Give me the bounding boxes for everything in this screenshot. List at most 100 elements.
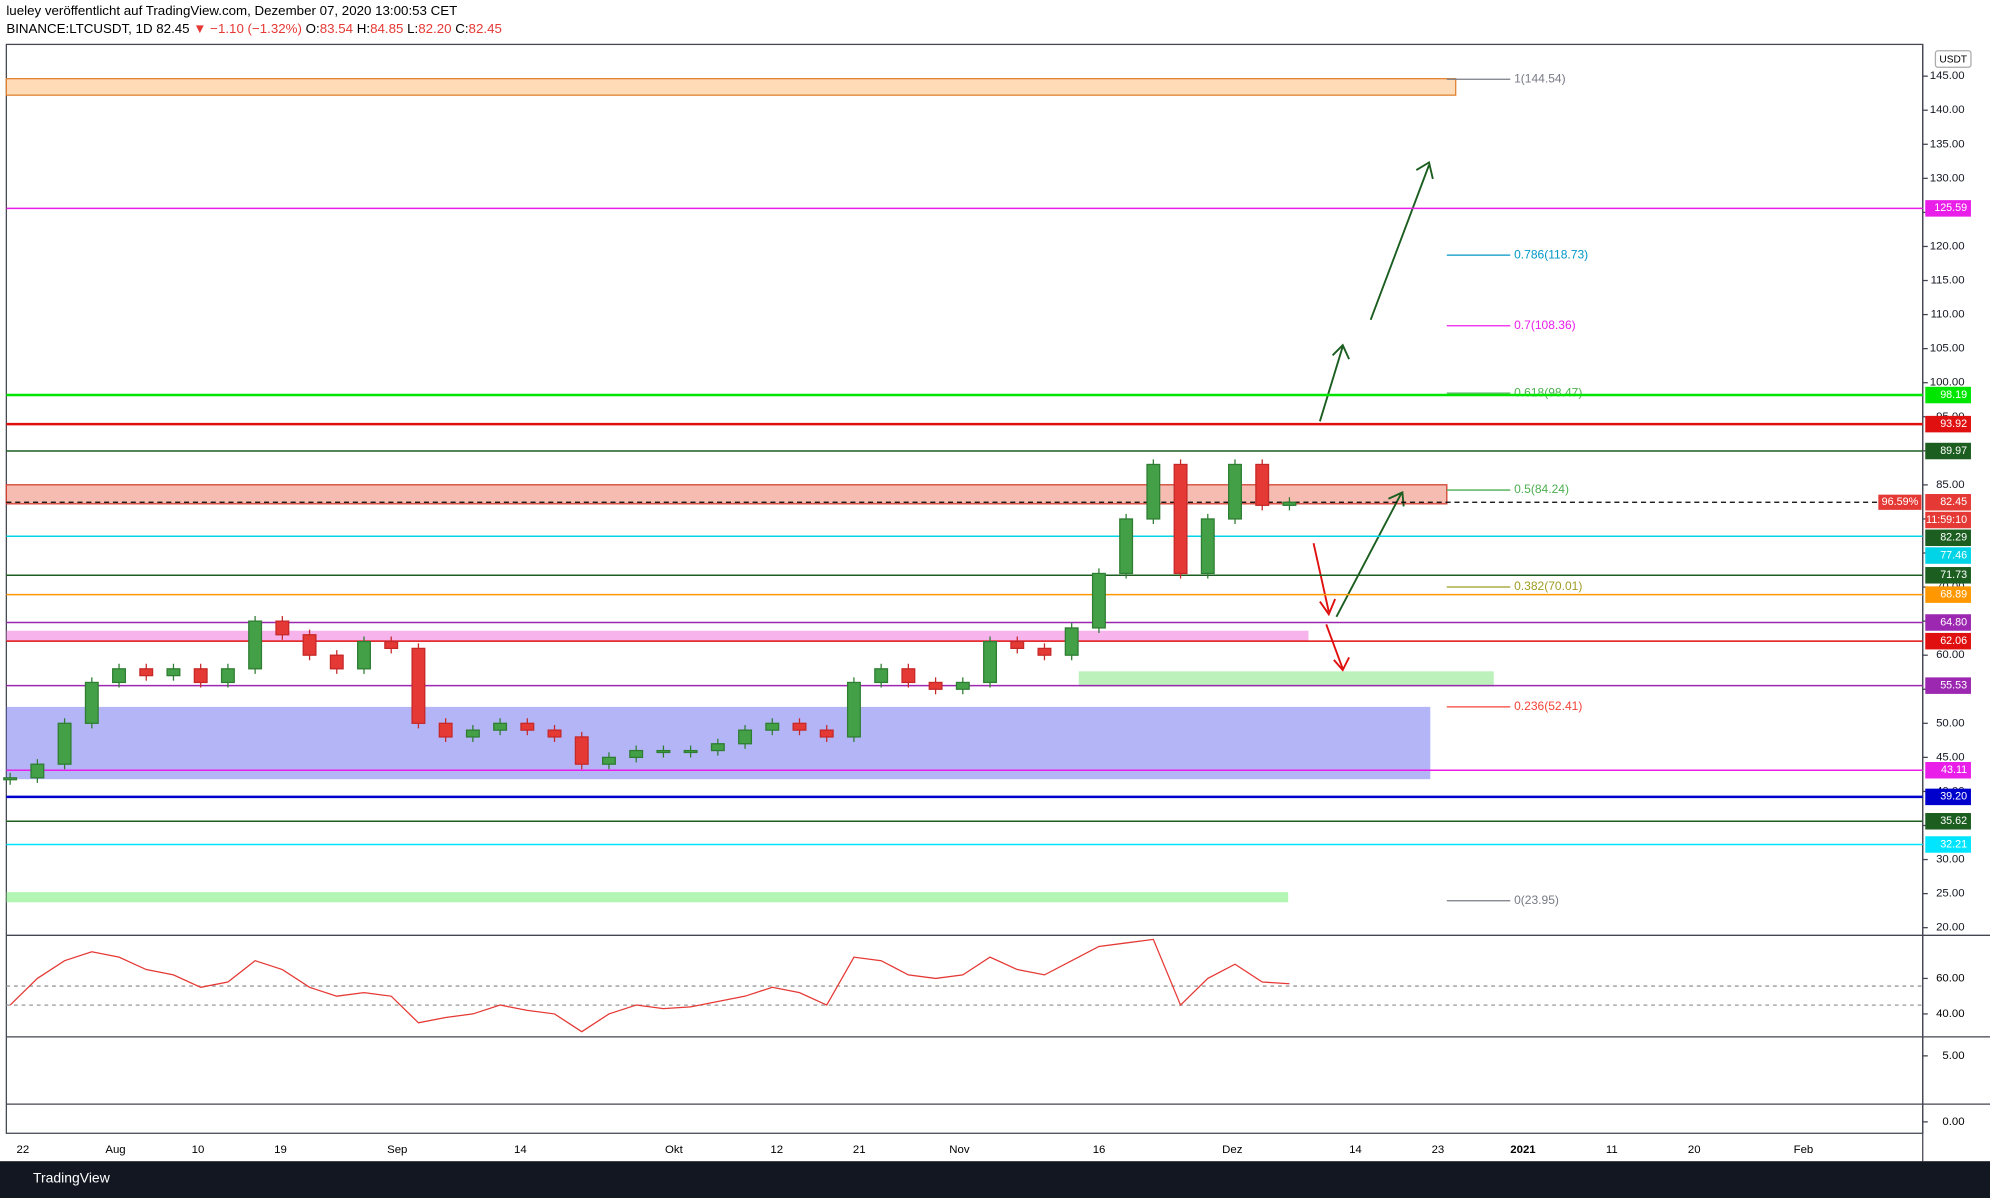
level-tag: 35.62 xyxy=(1940,815,1967,827)
currency-tag xyxy=(1934,50,1972,68)
level-tag: 11:59:10 xyxy=(1926,514,1967,526)
candle xyxy=(465,729,480,738)
candle xyxy=(384,640,399,650)
ohlc-o-key: O: xyxy=(306,21,320,36)
candle xyxy=(438,722,453,738)
level-tag-bg xyxy=(1925,529,1971,547)
y-tick-label: 45.00 xyxy=(1936,751,1965,763)
level-tag-bg xyxy=(1925,586,1971,603)
candle xyxy=(846,681,861,738)
level-tag-bg xyxy=(1925,614,1971,631)
x-tick-label: Aug xyxy=(105,1144,125,1156)
candle xyxy=(819,729,834,738)
symbol: BINANCE:LTCUSDT, 1D xyxy=(6,21,152,36)
level-tag: 71.73 xyxy=(1940,569,1967,581)
level-tag: 39.20 xyxy=(1940,791,1967,803)
level-tag-bg xyxy=(1925,836,1971,853)
candle xyxy=(629,749,644,759)
level-tag-bg xyxy=(1925,567,1971,584)
level-tag-bg xyxy=(1925,386,1971,404)
level-tag-bg xyxy=(1925,788,1971,806)
fib-label: 0.5(84.24) xyxy=(1514,482,1569,496)
candle xyxy=(3,777,18,781)
rsi-tick-label: 40.00 xyxy=(1936,1008,1965,1020)
candle xyxy=(329,654,344,670)
candle xyxy=(1037,647,1052,656)
candle xyxy=(1228,463,1242,520)
candle xyxy=(792,722,807,731)
fib-label: 0.786(118.73) xyxy=(1514,247,1588,261)
level-tag-bg xyxy=(1925,511,1971,529)
candle xyxy=(1119,518,1134,575)
ohlc-h-key: H: xyxy=(357,21,370,36)
candle xyxy=(193,668,208,684)
level-tag-bg xyxy=(1925,442,1971,460)
candle xyxy=(574,736,589,765)
candle xyxy=(710,743,725,752)
y-tick-label: 130.00 xyxy=(1930,172,1965,184)
level-tag-bg xyxy=(1925,632,1971,650)
level-tag-bg xyxy=(1925,761,1971,779)
percent-tag-bg xyxy=(1878,494,1922,510)
level-tag: 98.19 xyxy=(1940,389,1967,401)
y-tick-label: 120.00 xyxy=(1930,240,1965,252)
candle xyxy=(1173,463,1188,575)
candle xyxy=(57,722,72,765)
candle xyxy=(520,722,535,731)
fib-label: 0(23.95) xyxy=(1514,893,1559,907)
symbol-line: BINANCE:LTCUSDT, 1D 82.45 ▼ −1.10 (−1.32… xyxy=(6,21,502,36)
x-tick-label: 11 xyxy=(1606,1144,1618,1156)
ohlc-c-key: C: xyxy=(455,21,468,36)
author-line: lueley veröffentlicht auf TradingView.co… xyxy=(6,3,457,18)
level-tag: 55.53 xyxy=(1940,679,1967,691)
y-tick-label: 105.00 xyxy=(1930,343,1965,355)
level-tag: 68.89 xyxy=(1940,588,1967,600)
y-tick-label: 30.00 xyxy=(1936,854,1965,866)
rsi-tick-label: 60.00 xyxy=(1936,972,1965,984)
candle xyxy=(656,749,671,754)
x-tick-label: 10 xyxy=(192,1144,205,1156)
candle xyxy=(1010,640,1025,650)
level-tag: 64.80 xyxy=(1940,616,1967,628)
level-tag: 62.06 xyxy=(1940,635,1967,647)
frame xyxy=(5,43,1990,1162)
candle xyxy=(1064,627,1079,656)
level-tag-bg xyxy=(1925,415,1971,433)
candle xyxy=(955,681,970,690)
last-price: 82.45 xyxy=(156,21,189,36)
x-tick-label: 22 xyxy=(17,1144,30,1156)
y-tick-label: 145.00 xyxy=(1930,70,1965,82)
level-tag: 89.97 xyxy=(1940,445,1967,457)
ohlc-l: 82.20 xyxy=(418,21,451,36)
x-tick-label: Nov xyxy=(949,1144,970,1156)
y-tick-label: 85.00 xyxy=(1936,479,1965,491)
ohlc-o: 83.54 xyxy=(320,21,354,36)
candle xyxy=(1200,518,1215,575)
currency: USDT xyxy=(1939,54,1967,65)
osc-tick-label: 5.00 xyxy=(1942,1050,1964,1062)
osc-tick-label: 0.00 xyxy=(1942,1116,1964,1128)
candle xyxy=(493,722,508,731)
candle xyxy=(983,640,998,684)
y-tick-label: 115.00 xyxy=(1931,275,1965,287)
annotation-arrows xyxy=(1312,160,1434,672)
level-tag-bg xyxy=(1925,813,1971,830)
candle xyxy=(765,722,780,731)
y-tick-label: 100.00 xyxy=(1930,377,1965,389)
y-tick-label: 110.00 xyxy=(1931,309,1965,321)
candle xyxy=(1282,501,1297,506)
x-tick-label: Sep xyxy=(387,1144,407,1156)
level-tag: 77.46 xyxy=(1940,549,1967,561)
y-tick-label: 135.00 xyxy=(1930,138,1965,150)
fib-label: 0.7(108.36) xyxy=(1514,318,1576,332)
percent-tag: 96.59% xyxy=(1882,496,1919,508)
x-tick-label: Dez xyxy=(1222,1144,1243,1156)
candle xyxy=(738,729,753,745)
candle xyxy=(275,620,290,636)
ohlc-h: 84.85 xyxy=(370,21,403,36)
candle xyxy=(84,681,99,724)
candle xyxy=(1255,463,1270,506)
footer-bar xyxy=(0,1161,1990,1198)
candle xyxy=(1091,572,1106,629)
candle xyxy=(601,756,616,765)
